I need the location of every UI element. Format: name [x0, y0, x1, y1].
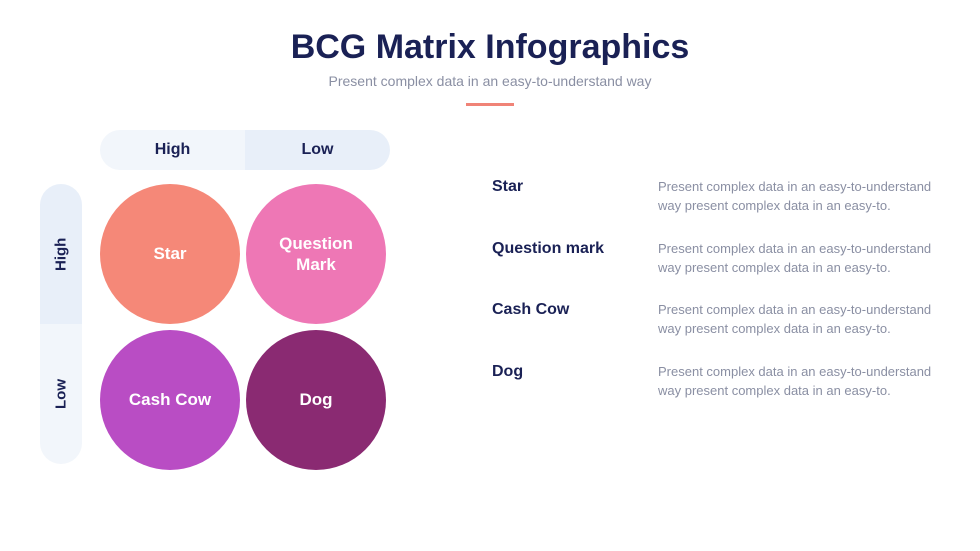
column-headers: High Low [100, 130, 390, 170]
desc-text: Present complex data in an easy-to-under… [658, 301, 940, 339]
desc-row-cash-cow: Cash Cow Present complex data in an easy… [492, 301, 940, 339]
desc-label: Question mark [492, 240, 632, 258]
row-headers: High Low [40, 184, 82, 464]
matrix-grid: Star Question Mark Cash Cow Dog [100, 184, 460, 470]
col-header-low: Low [245, 130, 390, 170]
desc-text: Present complex data in an easy-to-under… [658, 363, 940, 401]
bcg-matrix: High Low High Low Star Question Mark Cas… [40, 130, 460, 470]
bubble-star: Star [100, 184, 240, 324]
page-title: BCG Matrix Infographics [0, 28, 980, 67]
desc-row-star: Star Present complex data in an easy-to-… [492, 178, 940, 216]
bubble-question-mark: Question Mark [246, 184, 386, 324]
desc-text: Present complex data in an easy-to-under… [658, 240, 940, 278]
bubble-dog: Dog [246, 330, 386, 470]
desc-label: Cash Cow [492, 301, 632, 319]
desc-row-dog: Dog Present complex data in an easy-to-u… [492, 363, 940, 401]
row-header-low: Low [40, 324, 82, 464]
page-subtitle: Present complex data in an easy-to-under… [0, 73, 980, 89]
descriptions: Star Present complex data in an easy-to-… [492, 130, 940, 470]
col-header-high: High [100, 130, 245, 170]
content: High Low High Low Star Question Mark Cas… [0, 106, 980, 470]
desc-text: Present complex data in an easy-to-under… [658, 178, 940, 216]
bubble-cash-cow: Cash Cow [100, 330, 240, 470]
header: BCG Matrix Infographics Present complex … [0, 0, 980, 106]
row-header-high: High [40, 184, 82, 324]
desc-row-question-mark: Question mark Present complex data in an… [492, 240, 940, 278]
desc-label: Dog [492, 363, 632, 381]
desc-label: Star [492, 178, 632, 196]
